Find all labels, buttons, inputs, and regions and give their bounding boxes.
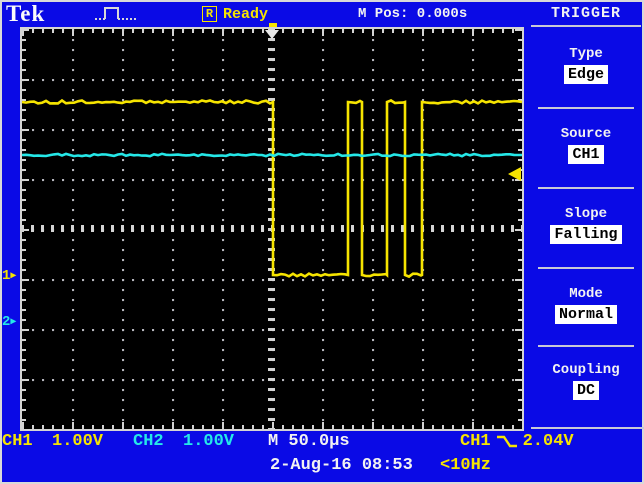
graticule — [20, 27, 524, 431]
menu-item-value: Normal — [554, 305, 617, 324]
menu-separator — [531, 427, 644, 429]
menu-item-value: Falling — [550, 225, 622, 244]
menu-separator — [538, 345, 634, 347]
tek-logo: Tek — [6, 1, 46, 26]
trigger-position-tick — [269, 23, 277, 27]
menu-item-slope[interactable]: Slope Falling — [531, 206, 641, 244]
trigger-position-arrow — [265, 30, 279, 39]
menu-item-value: CH1 — [568, 145, 604, 164]
ch1-scale-label: CH1 — [2, 432, 33, 451]
ch1-ground-marker: 1▶ — [2, 268, 16, 284]
menu-item-type[interactable]: Type Edge — [531, 46, 641, 84]
ruler-ticks-left-major — [22, 29, 29, 429]
menu-item-mode[interactable]: Mode Normal — [531, 286, 641, 324]
menu-item-label: Slope — [564, 206, 607, 222]
ch2-ground-marker: 2▶ — [2, 314, 16, 330]
right-arrow-icon: ▶ — [10, 271, 17, 282]
ch1-marker-number: 1 — [2, 268, 11, 284]
menu-item-coupling[interactable]: Coupling DC — [531, 362, 641, 400]
datetime-readout: 2-Aug-16 08:53 — [270, 456, 413, 475]
trigger-frequency-readout: <10Hz — [440, 456, 492, 475]
menu-item-label: Source — [560, 126, 612, 142]
menu-item-value: Edge — [563, 65, 608, 84]
waveform-svg — [21, 30, 523, 279]
trigger-source: CH1 — [460, 432, 491, 451]
falling-slope-icon — [496, 435, 517, 447]
trigger-readout: CH1 2.04V — [460, 432, 574, 451]
trigger-level-arrow — [508, 167, 521, 181]
ch1-scale-value: 1.00V — [52, 432, 104, 451]
ch2-marker-number: 2 — [2, 314, 11, 330]
acquisition-status-text: Ready — [223, 6, 269, 23]
menu-title: TRIGGER — [550, 5, 621, 22]
menu-item-label: Type — [569, 46, 603, 62]
horizontal-position-readout: M Pos: 0.000s — [358, 6, 468, 22]
pulse-waveform-icon — [95, 7, 136, 20]
ruler-ticks-bottom-major — [22, 422, 522, 429]
trigger-level: 2.04V — [522, 432, 574, 451]
timebase-readout: M 50.0µs — [268, 432, 350, 451]
ruler-ticks-right-major — [515, 29, 522, 429]
menu-item-label: Mode — [569, 286, 603, 302]
acquisition-status-badge: R — [202, 6, 217, 22]
menu-separator — [531, 25, 641, 27]
trace-ch1 — [21, 98, 523, 279]
menu-separator — [538, 267, 634, 269]
ch2-scale-value: 1.00V — [183, 432, 235, 451]
center-vertical-axis — [268, 29, 275, 429]
ch2-scale-label: CH2 — [133, 432, 164, 451]
menu-item-value: DC — [572, 381, 599, 400]
menu-separator — [538, 107, 634, 109]
menu-separator — [538, 187, 634, 189]
menu-item-source[interactable]: Source CH1 — [531, 126, 641, 164]
trace-ch2 — [21, 152, 522, 158]
right-arrow-icon: ▶ — [10, 317, 17, 328]
menu-item-label: Coupling — [552, 362, 620, 378]
